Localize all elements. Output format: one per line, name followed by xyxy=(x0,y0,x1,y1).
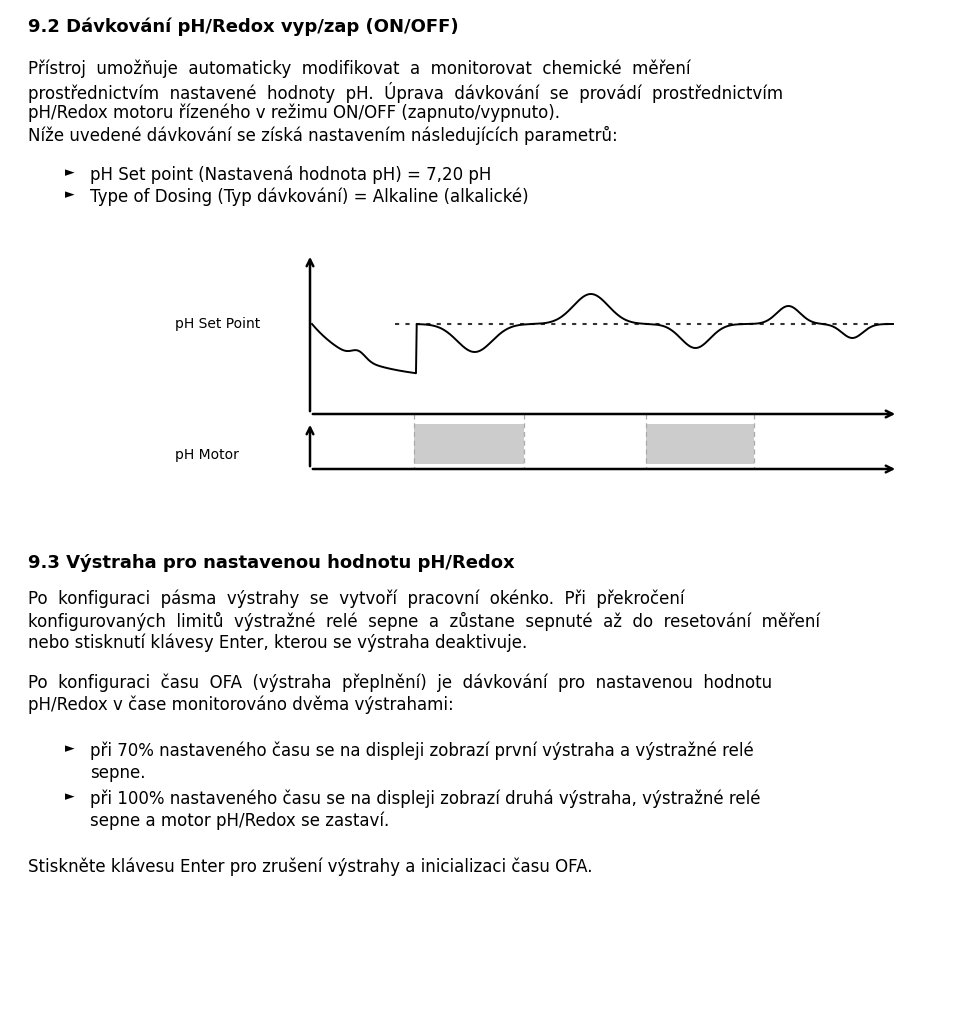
Text: Type of Dosing (Typ dávkování) = Alkaline (alkalické): Type of Dosing (Typ dávkování) = Alkalin… xyxy=(90,188,529,207)
Text: 9.3 Výstraha pro nastavenou hodnotu pH/Redox: 9.3 Výstraha pro nastavenou hodnotu pH/R… xyxy=(28,554,515,572)
Text: ►: ► xyxy=(65,742,75,755)
Text: konfigurovaných  limitů  výstražné  relé  sepne  a  zůstane  sepnuté  až  do  re: konfigurovaných limitů výstražné relé se… xyxy=(28,612,820,631)
Text: nebo stisknutí klávesy Enter, kterou se výstraha deaktivuje.: nebo stisknutí klávesy Enter, kterou se … xyxy=(28,634,527,652)
Text: při 100% nastaveného času se na displeji zobrazí druhá výstraha, výstražné relé: při 100% nastaveného času se na displeji… xyxy=(90,790,760,809)
Text: při 70% nastaveného času se na displeji zobrazí první výstraha a výstražné relé: při 70% nastaveného času se na displeji … xyxy=(90,742,754,760)
Text: Stiskněte klávesu Enter pro zrušení výstrahy a inicializaci času OFA.: Stiskněte klávesu Enter pro zrušení výst… xyxy=(28,858,592,877)
Text: ►: ► xyxy=(65,166,75,179)
Text: Přístroj  umožňuje  automaticky  modifikovat  a  monitorovat  chemické  měření: Přístroj umožňuje automaticky modifikova… xyxy=(28,60,690,79)
Text: pH Set Point: pH Set Point xyxy=(175,317,260,331)
Text: pH Motor: pH Motor xyxy=(175,448,239,462)
Text: ►: ► xyxy=(65,790,75,803)
Text: sepne a motor pH/Redox se zastaví.: sepne a motor pH/Redox se zastaví. xyxy=(90,812,389,830)
Bar xyxy=(646,424,754,464)
Text: pH/Redox v čase monitorováno dvěma výstrahami:: pH/Redox v čase monitorováno dvěma výstr… xyxy=(28,696,454,714)
Text: ►: ► xyxy=(65,188,75,201)
Text: Po  konfiguraci  času  OFA  (výstraha  přeplnění)  je  dávkování  pro  nastaveno: Po konfiguraci času OFA (výstraha přepln… xyxy=(28,674,772,693)
Text: sepne.: sepne. xyxy=(90,764,146,782)
Text: 9.2 Dávkování pH/Redox vyp/zap (ON/OFF): 9.2 Dávkování pH/Redox vyp/zap (ON/OFF) xyxy=(28,18,459,36)
Bar xyxy=(414,424,524,464)
Text: Níže uvedené dávkování se získá nastavením následujících parametrů:: Níže uvedené dávkování se získá nastaven… xyxy=(28,126,617,145)
Text: pH Set point (Nastavená hodnota pH) = 7,20 pH: pH Set point (Nastavená hodnota pH) = 7,… xyxy=(90,166,492,184)
Text: pH/Redox motoru řízeného v režimu ON/OFF (zapnuto/vypnuto).: pH/Redox motoru řízeného v režimu ON/OFF… xyxy=(28,104,560,122)
Text: prostřednictvím  nastavené  hodnoty  pH.  Úprava  dávkování  se  provádí  prostř: prostřednictvím nastavené hodnoty pH. Úp… xyxy=(28,82,783,103)
Text: Po  konfiguraci  pásma  výstrahy  se  vytvoří  pracovní  okénko.  Při  překročen: Po konfiguraci pásma výstrahy se vytvoří… xyxy=(28,590,684,608)
